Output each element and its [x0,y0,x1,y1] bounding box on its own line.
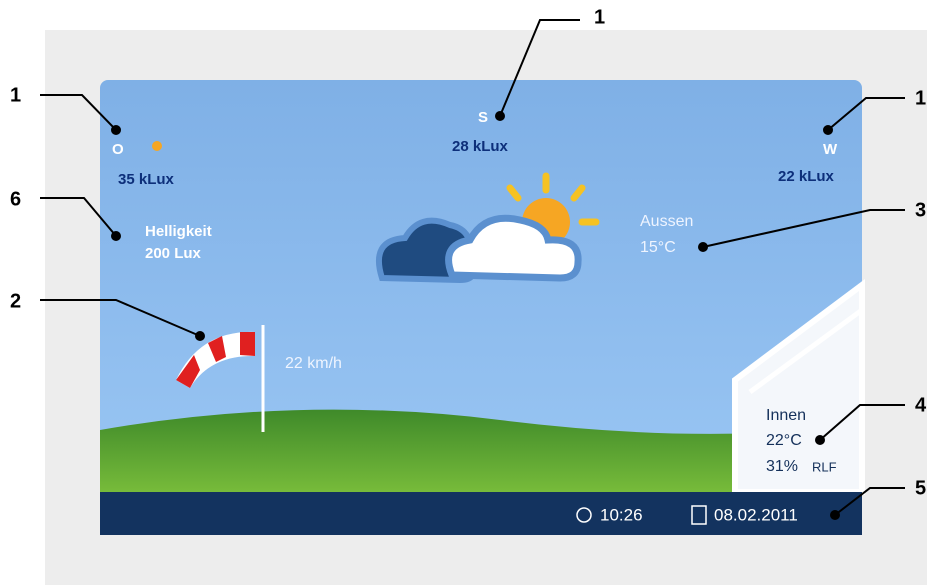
south-brightness: 28 kLux [452,138,509,155]
east-direction: O [112,141,124,158]
outside-temperature: 15°C [640,239,676,256]
annotated-screenshot: O 35 kLux S 28 kLux W 22 kLux Helligkeit… [0,0,927,585]
inside-temperature: 22°C [766,432,802,449]
west-brightness: 22 kLux [778,168,835,185]
callout-dot [111,125,121,135]
twilight-value: 200 Lux [145,245,202,262]
callout-number: 4 [915,394,927,416]
callout-number: 1 [10,84,21,106]
east-brightness: 35 kLux [118,171,175,188]
callout-number: 5 [915,477,926,499]
screen: O 35 kLux S 28 kLux W 22 kLux Helligkeit… [100,80,862,535]
callout-dot [495,111,505,121]
wind-speed: 22 km/h [285,355,342,372]
callout-number: 1 [594,6,605,28]
status-date: 08.02.2011 [714,505,798,524]
callout-dot [698,242,708,252]
south-direction: S [478,109,488,126]
callout-dot [830,510,840,520]
callout-number: 6 [10,188,21,210]
callout-dot [195,331,205,341]
callout-number: 3 [915,199,926,221]
sun-icon [152,141,162,151]
inside-humidity-unit: RLF [812,459,837,474]
inside-humidity: 31% [766,458,798,475]
callout-dot [823,125,833,135]
callout-dot [815,435,825,445]
twilight-label: Helligkeit [145,223,212,240]
status-time: 10:26 [600,505,643,524]
callout-number: 2 [10,290,21,312]
callout-number: 1 [915,87,926,109]
west-direction: W [823,141,838,158]
outside-label: Aussen [640,213,693,230]
inside-label: Innen [766,407,806,424]
page: {"callouts": ["1", "1", "1", "6", "2", "… [0,0,927,585]
callout-dot [111,231,121,241]
